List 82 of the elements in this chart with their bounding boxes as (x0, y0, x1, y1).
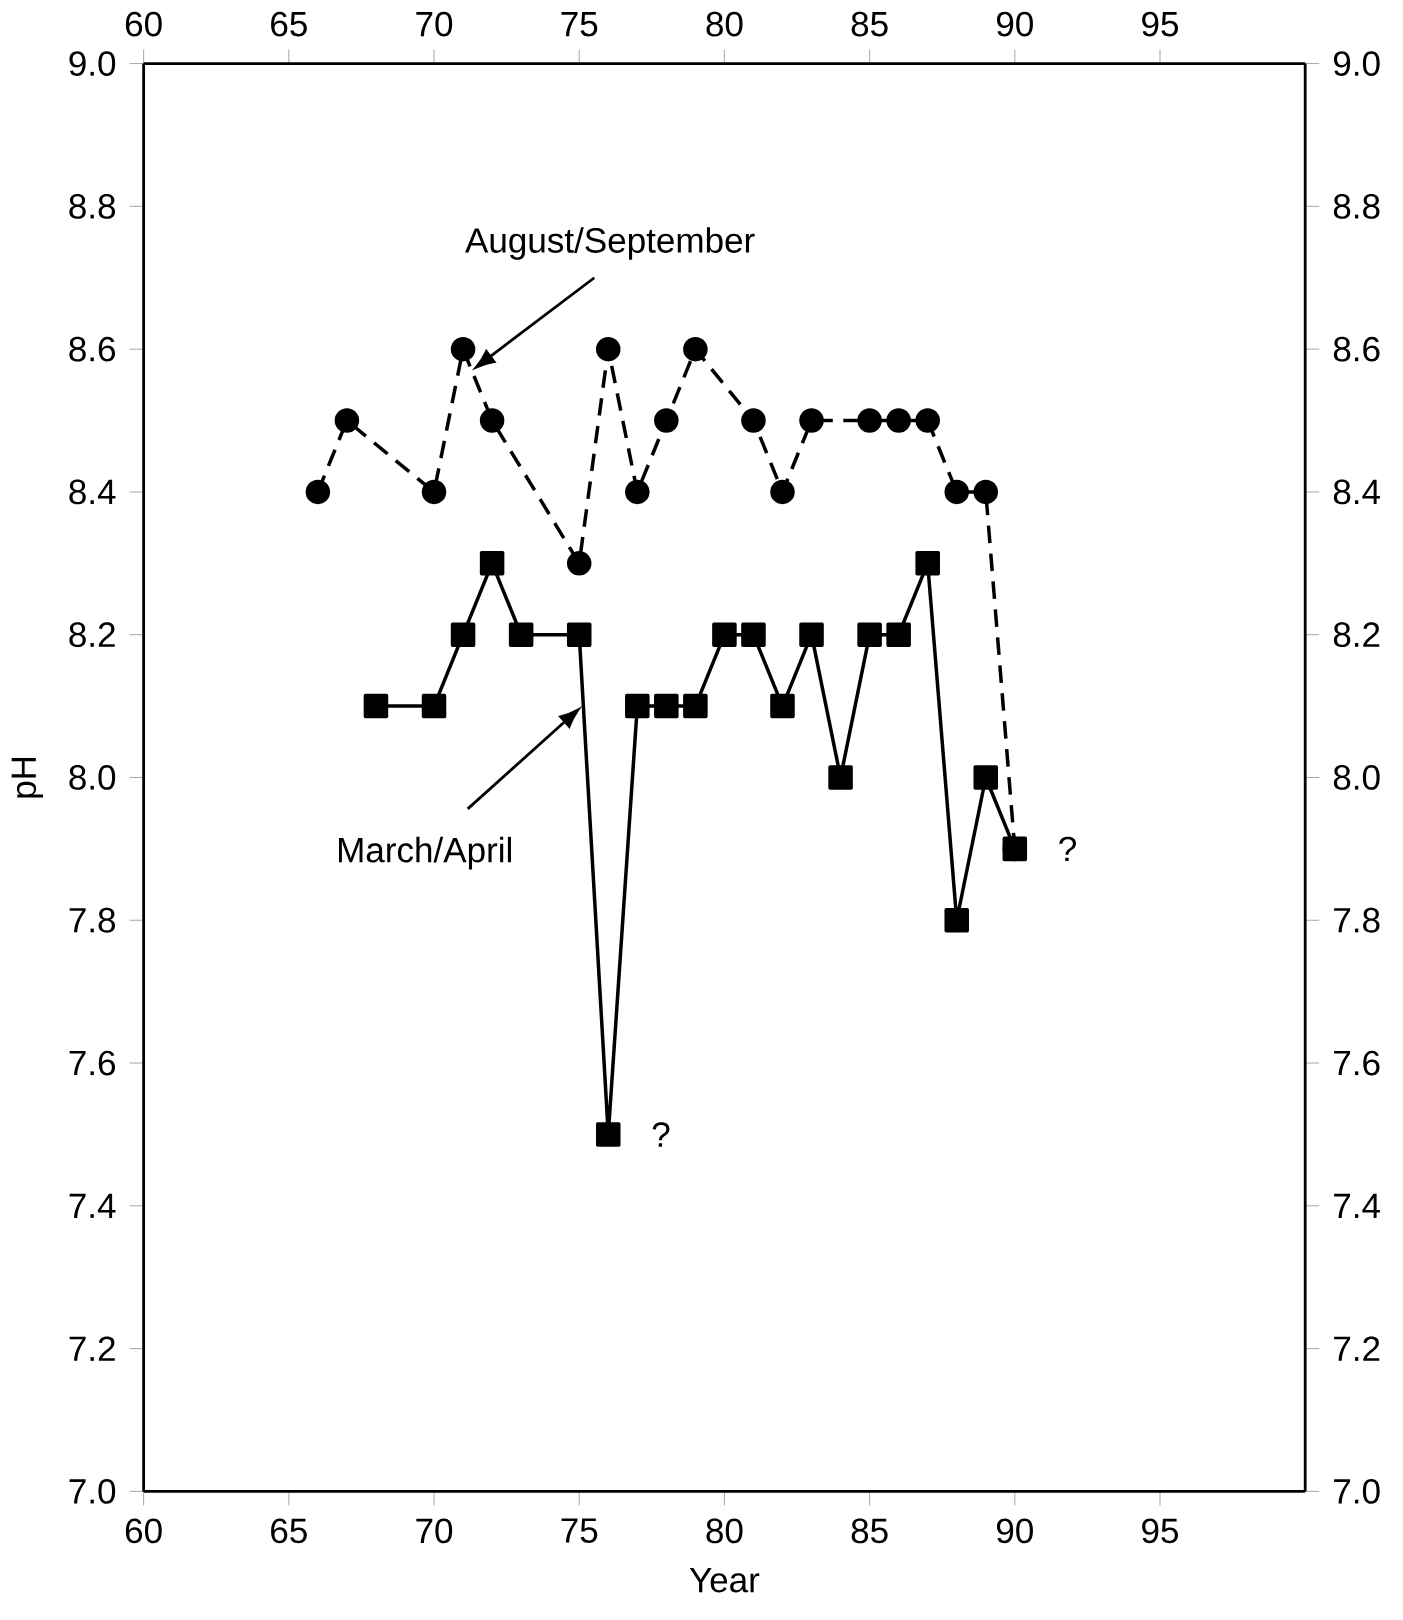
point (450, 622, 476, 647)
x-tick-label: 70 (416, 1518, 453, 1544)
y2-tick-label: 9.0 (1333, 51, 1380, 76)
point (567, 551, 592, 576)
y2-tick-label: 7.6 (1334, 1050, 1380, 1076)
point (363, 693, 389, 719)
x2-tick-label: 60 (125, 11, 162, 37)
y2-tick-label: 7.8 (1334, 907, 1380, 933)
y2-tick-label: 8.0 (1333, 765, 1380, 790)
y-tick-label: 8.2 (69, 622, 115, 648)
point (683, 336, 708, 362)
y-tick-label: 7.6 (69, 1050, 116, 1076)
point (479, 551, 505, 576)
annotation: ? (1059, 836, 1077, 862)
point (305, 479, 331, 505)
x-tick-label: 95 (1142, 1518, 1179, 1544)
point (596, 1122, 621, 1147)
annotation: March/April (339, 836, 512, 870)
y2-tick-label: 8.4 (1333, 479, 1381, 505)
annotation: August/September (465, 227, 755, 260)
point (857, 622, 882, 647)
y-tick-label: 8.0 (69, 765, 116, 790)
point (625, 693, 650, 719)
y2-tick-label: 8.8 (1333, 193, 1380, 219)
point (508, 622, 534, 647)
point (973, 479, 999, 505)
y-tick-label: 7.4 (69, 1193, 116, 1218)
point (770, 693, 795, 719)
x-tick-label: 90 (997, 1518, 1033, 1544)
point (973, 765, 999, 790)
x2-tick-label: 80 (706, 11, 743, 37)
y-tick-label: 8.4 (69, 479, 116, 505)
y2-tick-label: 7.2 (1334, 1336, 1380, 1361)
point (886, 622, 911, 647)
annotation: ? (652, 1122, 670, 1147)
y-axis-title: pH (11, 757, 44, 798)
x-tick-label: 60 (125, 1518, 162, 1544)
x2-tick-label: 95 (1142, 11, 1179, 37)
y-tick-label: 7.8 (69, 907, 116, 933)
point (421, 479, 447, 505)
x2-tick-label: 70 (416, 11, 453, 37)
point (799, 408, 824, 433)
point (654, 408, 679, 433)
point (712, 622, 737, 647)
x-tick-label: 80 (706, 1518, 743, 1544)
x-tick-label: 85 (851, 1518, 888, 1544)
point (915, 551, 940, 576)
point (741, 622, 766, 647)
point (944, 479, 970, 505)
y-tick-label: 7.0 (69, 1478, 116, 1504)
x-tick-label: 65 (271, 1518, 307, 1544)
point (741, 408, 766, 433)
point (915, 408, 940, 433)
y2-tick-label: 7.4 (1334, 1193, 1381, 1218)
point (799, 622, 824, 647)
x2-tick-label: 90 (997, 11, 1033, 37)
x-axis-title: Year (689, 1568, 760, 1593)
y2-tick-label: 8.6 (1333, 336, 1380, 362)
point (828, 765, 853, 790)
x2-tick-label: 75 (561, 12, 598, 37)
point (421, 693, 447, 719)
y2-tick-label: 8.2 (1333, 622, 1380, 648)
point (334, 408, 360, 433)
x2-tick-label: 85 (851, 11, 888, 37)
point (770, 479, 795, 505)
point (596, 336, 621, 362)
point (625, 479, 650, 505)
point (944, 908, 970, 933)
point (567, 622, 592, 647)
y-tick-label: 9.0 (69, 51, 116, 76)
y-tick-label: 8.8 (69, 193, 116, 219)
point (450, 336, 476, 362)
point (886, 408, 911, 433)
y-tick-label: 8.6 (69, 336, 116, 362)
y-tick-label: 7.2 (69, 1336, 115, 1361)
point (683, 693, 708, 719)
point (479, 408, 505, 433)
x-tick-label: 75 (561, 1518, 598, 1543)
point (654, 693, 679, 719)
x2-tick-label: 65 (271, 11, 307, 37)
y2-tick-label: 7.0 (1334, 1478, 1380, 1504)
point (857, 408, 882, 433)
